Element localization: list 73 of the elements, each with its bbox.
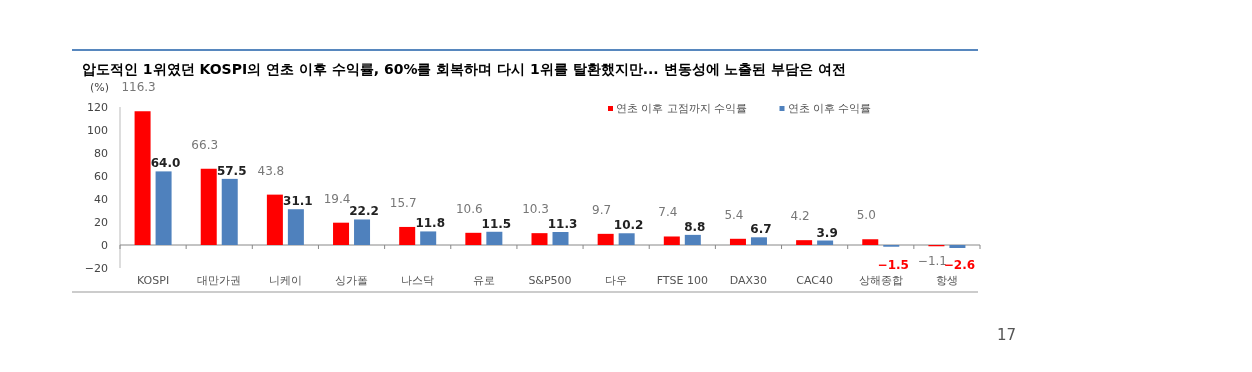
data-label: 64.0 [150,156,181,171]
data-label: 116.3 [121,80,156,95]
data-label: 10.2 [613,218,644,233]
data-label: 9.7 [592,202,612,217]
x-tick-label: 싱가폴 [335,274,369,287]
data-label: 6.7 [750,222,772,237]
data-label: 57.5 [216,163,247,178]
bar [618,233,635,245]
y-tick-label: 20 [94,216,108,229]
x-tick-label: 니케이 [268,274,302,287]
bar [399,226,416,245]
bar [531,233,548,245]
data-label: 4.2 [790,209,810,224]
text: 17 [996,326,1016,344]
x-tick-label: 항생 [935,274,958,287]
bar [684,234,701,245]
data-label: 8.8 [684,219,706,234]
x-tick-label: 유로 [472,274,495,287]
x-tick-label: S&P500 [528,274,572,287]
data-label: 11.8 [415,216,445,231]
bar [333,222,350,245]
bar [155,171,172,245]
data-label: 5.4 [724,207,744,222]
y-tick-label: 100 [87,124,108,137]
data-label: 43.8 [257,163,285,178]
data-label: 15.7 [389,195,417,210]
data-label: 5.0 [856,208,876,223]
bar [420,231,437,245]
data-label: 66.3 [191,137,219,152]
x-tick-label: 나스닥 [401,274,435,287]
data-label: 10.6 [455,201,483,216]
data-label: 3.9 [816,225,838,240]
x-tick-label: 다우 [605,274,628,287]
y-tick-label: 0 [101,239,108,252]
data-label: 31.1 [283,194,313,209]
x-tick-label: 대만가권 [197,274,242,287]
bar [221,178,238,245]
y-tick-label: 80 [94,147,108,160]
data-label: 11.3 [547,217,578,232]
data-label: 19.4 [323,191,351,206]
bar [465,232,482,245]
data-label: 7.4 [658,205,678,220]
bar [552,232,569,245]
data-label: −1.5 [877,258,909,272]
y-axis-title: (%) [90,81,110,94]
bar [354,219,371,245]
bar [597,233,614,245]
y-tick-label: 40 [94,193,108,206]
x-tick-label: 상해종합 [858,274,903,287]
y-tick-label: 60 [94,170,108,183]
bar [796,240,813,245]
bar [486,231,503,245]
bar [200,168,217,245]
chart-title: 압도적인 1위였던 KOSPI의 연초 이후 수익률, 60%를 회복하며 다시 1위를 탈환했지만... 변동성에 노출된 부담은 여전 [82,61,847,77]
bar [266,194,283,245]
legend-label: 연초 이후 수익률 [787,102,872,115]
x-tick-label: KOSPI [137,274,170,287]
bar [862,239,879,245]
x-tick-label: FTSE 100 [656,274,708,287]
bar [750,237,767,245]
bar [949,245,966,248]
x-tick-label: DAX30 [729,274,768,287]
bar [729,238,746,245]
bar [663,236,680,245]
legend-label: 연초 이후 고점까지 수익률 [616,102,748,115]
y-tick-label: −20 [84,262,108,275]
bar [287,209,304,245]
y-tick-label: 120 [87,101,108,114]
data-label: 11.5 [481,216,512,231]
bar [134,111,151,245]
x-tick-label: CAC40 [796,274,833,287]
data-label: 10.3 [522,202,549,217]
data-label: 22.2 [349,204,379,219]
